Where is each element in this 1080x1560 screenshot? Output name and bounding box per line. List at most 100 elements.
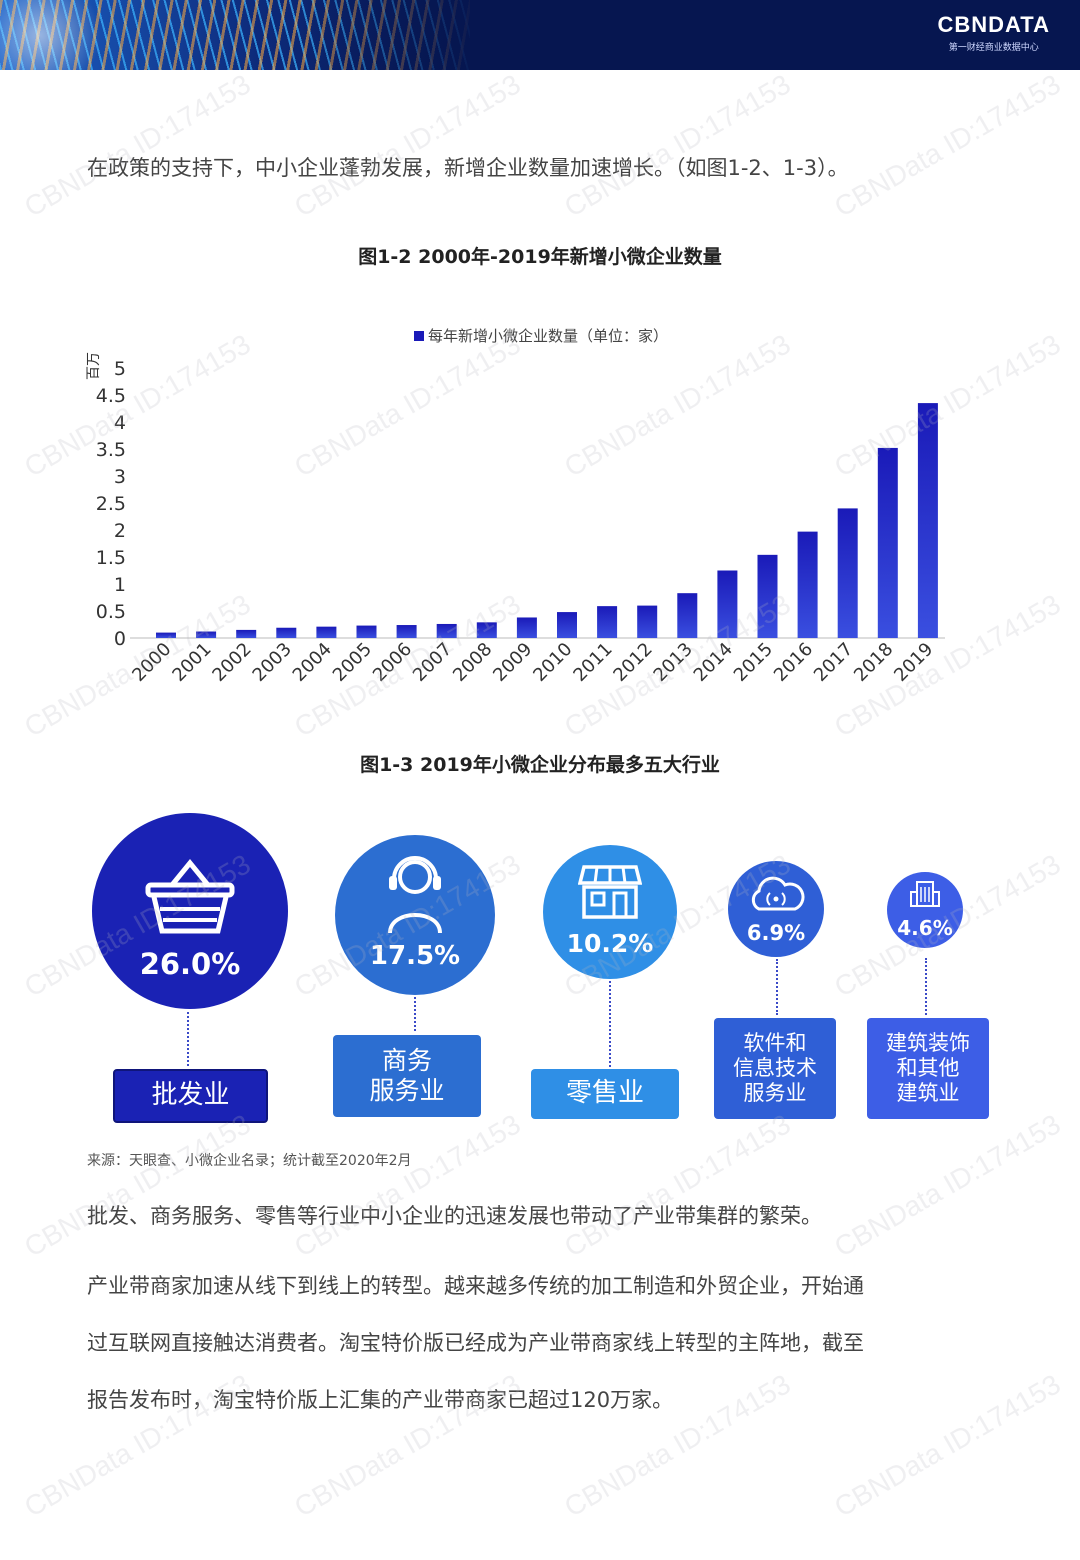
bar-2000	[156, 632, 176, 638]
logo-name: CBNDATA	[937, 12, 1050, 37]
y-tick-label: 4.5	[96, 385, 126, 407]
y-tick-label: 0	[114, 628, 126, 650]
bar-2002	[236, 629, 257, 638]
industry-circle-software-it: 6.9%	[728, 861, 824, 957]
body-paragraph-1: 批发、商务服务、零售等行业中小企业的迅速发展也带动了产业带集群的繁荣。	[87, 1204, 822, 1228]
y-tick-label: 3	[114, 466, 126, 488]
bar-2015	[757, 554, 778, 638]
y-axis: 0 0.5 1 1.5 2 2.5 3 3.5 4 4.5 5	[96, 358, 126, 650]
headset-person-icon	[335, 847, 495, 937]
industry-circle-retail: 10.2%	[543, 845, 677, 979]
y-tick-label: 0.5	[96, 601, 126, 623]
industry-label-software-it: 软件和 信息技术 服务业	[714, 1018, 836, 1119]
industry-label-business-services: 商务 服务业	[333, 1035, 481, 1117]
x-tick-label-2009: 2009	[489, 639, 536, 686]
y-tick-label: 2.5	[96, 493, 126, 515]
bar-2008	[476, 622, 497, 638]
watermark-text: CBNData ID:174153	[289, 1108, 526, 1263]
x-tick-label-2006: 2006	[369, 639, 416, 686]
legend-swatch	[414, 331, 424, 341]
body-paragraph-2-line-3: 报告发布时，淘宝特价版上汇集的产业带商家已超过120万家。	[87, 1388, 674, 1412]
industry-percent: 4.6%	[897, 916, 953, 940]
watermark-text: CBNData ID:174153	[19, 1108, 256, 1263]
industry-circle-wholesale: 26.0%	[92, 813, 288, 1009]
body-paragraph-2-line-2: 过互联网直接触达消费者。淘宝特价版已经成为产业带商家线上转型的主阵地，截至	[87, 1331, 864, 1355]
source-note: 来源：天眼查、小微企业名录；统计截至2020年2月	[87, 1153, 412, 1169]
bar-2007	[436, 623, 457, 638]
watermark-text: CBNData ID:174153	[289, 68, 526, 223]
y-tick-label: 1	[114, 574, 126, 596]
x-tick-label-2002: 2002	[208, 639, 255, 686]
industry-label-construction: 建筑装饰 和其他 建筑业	[867, 1018, 989, 1119]
body-paragraph-2-line-1: 产业带商家加速从线下到线上的转型。越来越多传统的加工制造和外贸企业，开始通	[87, 1274, 864, 1298]
bar-chart: 每年新增小微企业数量（单位：家） 百万 0 0.5 1 1.5 2 2.5 3 3.5 4 4.5…	[86, 327, 945, 686]
bar-2013	[677, 593, 698, 638]
watermark-text: CBNData ID:174153	[829, 1108, 1066, 1263]
watermark-text: CBNData ID:174153	[829, 1368, 1066, 1523]
bar-2011	[597, 606, 618, 638]
bar-2016	[797, 531, 818, 638]
basket-icon	[92, 857, 288, 941]
watermark-text: CBNData ID:174153	[829, 68, 1066, 223]
x-tick-label-2011: 2011	[569, 639, 616, 686]
x-tick-label-2008: 2008	[449, 639, 496, 686]
header-banner: CBNDATA 第一财经商业数据中心	[0, 0, 1080, 70]
industry-label-retail: 零售业	[531, 1069, 679, 1119]
x-tick-label-2019: 2019	[890, 639, 937, 686]
watermark-text: CBNData ID:174153	[559, 1108, 796, 1263]
x-tick-label-2004: 2004	[289, 639, 336, 686]
watermark-text: CBNData ID:174153	[19, 68, 256, 223]
bar-2005	[356, 625, 377, 638]
bars	[156, 403, 938, 638]
y-tick-label: 2	[114, 520, 126, 542]
x-tick-label-2013: 2013	[650, 639, 697, 686]
cbndata-logo: CBNDATA 第一财经商业数据中心	[938, 12, 1051, 53]
bar-2019	[917, 403, 938, 638]
industry-percent: 10.2%	[566, 929, 654, 958]
x-tick-label-2014: 2014	[690, 639, 737, 686]
x-tick-label-2015: 2015	[730, 639, 777, 686]
industry-circle-business-services: 17.5%	[335, 835, 495, 995]
bar-2009	[516, 617, 537, 638]
bar-2018	[877, 447, 898, 638]
x-tick-label-2007: 2007	[409, 639, 456, 686]
x-tick-label-2012: 2012	[609, 639, 656, 686]
logo-subtitle: 第一财经商业数据中心	[948, 43, 1039, 53]
legend-label: 每年新增小微企业数量（单位：家）	[428, 327, 668, 345]
y-tick-label: 4	[114, 412, 126, 434]
chart-legend: 每年新增小微企业数量（单位：家）	[414, 327, 668, 345]
x-tick-label-2017: 2017	[810, 639, 857, 686]
intro-paragraph: 在政策的支持下，中小企业蓬勃发展，新增企业数量加速增长。（如图1-2、1-3）。	[87, 156, 849, 180]
figure2-title: 图1-2 2000年-2019年新增小微企业数量	[358, 246, 722, 268]
x-axis: 2000200120022003200420052006200720082009…	[128, 639, 937, 686]
x-tick-label-2001: 2001	[168, 639, 215, 686]
x-tick-label-2000: 2000	[128, 639, 175, 686]
figure3-title: 图1-3 2019年小微企业分布最多五大行业	[360, 754, 720, 776]
x-tick-label-2010: 2010	[529, 639, 576, 686]
y-tick-label: 3.5	[96, 439, 126, 461]
storefront-icon	[543, 863, 677, 925]
x-tick-label-2018: 2018	[850, 639, 897, 686]
building-icon	[887, 878, 963, 912]
bar-2003	[276, 627, 297, 638]
y-axis-unit: 百万	[86, 352, 102, 380]
x-tick-label-2016: 2016	[770, 639, 817, 686]
industry-percent: 6.9%	[746, 921, 806, 945]
bar-2010	[557, 612, 577, 638]
x-tick-label-2005: 2005	[329, 639, 376, 686]
watermark-text: CBNData ID:174153	[559, 68, 796, 223]
bar-2017	[837, 508, 858, 638]
industry-circle-construction: 4.6%	[887, 872, 963, 948]
industry-percent: 17.5%	[369, 941, 461, 971]
bar-2014	[717, 570, 738, 638]
cloud-signal-icon	[728, 875, 824, 919]
industry-percent: 26.0%	[139, 947, 241, 981]
x-tick-label-2003: 2003	[249, 639, 296, 686]
industry-label-wholesale: 批发业	[113, 1069, 268, 1123]
bar-2006	[396, 625, 417, 638]
y-tick-label: 5	[114, 358, 126, 380]
y-tick-label: 1.5	[96, 547, 126, 569]
bar-2004	[316, 626, 337, 638]
bar-2012	[637, 605, 658, 638]
bar-2001	[196, 631, 217, 638]
